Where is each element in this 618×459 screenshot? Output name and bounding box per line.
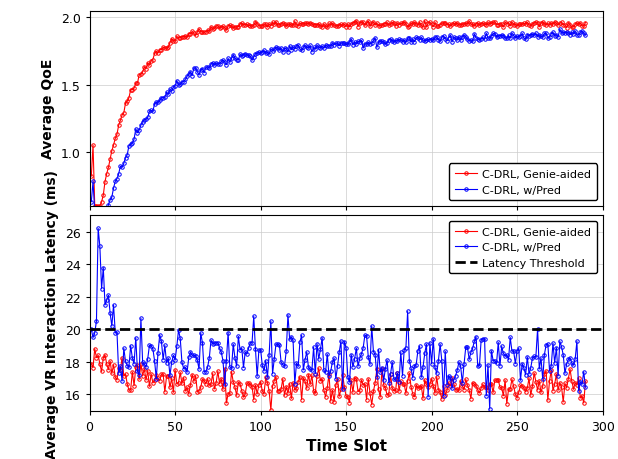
Latency Threshold	[88, 327, 95, 332]
C-DRL, Genie-aided	[91, 346, 98, 352]
C-DRL, Genie-aided	[308, 373, 316, 378]
C-DRL, Genie-aided	[206, 382, 213, 388]
C-DRL, Genie-aided	[389, 386, 396, 392]
C-DRL, Genie-aided	[96, 203, 104, 209]
C-DRL, w/Pred	[95, 226, 102, 232]
Y-axis label: Average VR Interaction Latency (ms): Average VR Interaction Latency (ms)	[45, 169, 59, 458]
Line: C-DRL, Genie-aided: C-DRL, Genie-aided	[90, 347, 587, 412]
C-DRL, w/Pred	[582, 33, 589, 39]
Latency Threshold	[86, 327, 93, 332]
C-DRL, Genie-aided	[582, 379, 589, 384]
C-DRL, w/Pred	[520, 36, 528, 42]
C-DRL, w/Pred	[486, 407, 493, 412]
C-DRL, Genie-aided	[88, 361, 95, 367]
C-DRL, Genie-aided	[91, 203, 98, 209]
C-DRL, w/Pred	[307, 367, 314, 372]
C-DRL, Genie-aided	[566, 23, 574, 28]
C-DRL, w/Pred	[307, 44, 314, 49]
C-DRL, Genie-aided	[267, 407, 274, 413]
C-DRL, w/Pred	[88, 327, 95, 332]
C-DRL, Genie-aided	[582, 21, 589, 26]
Line: C-DRL, w/Pred: C-DRL, w/Pred	[90, 227, 587, 411]
C-DRL, Genie-aided	[566, 367, 574, 372]
C-DRL, w/Pred	[91, 210, 98, 216]
C-DRL, w/Pred	[566, 33, 574, 38]
C-DRL, w/Pred	[206, 66, 213, 71]
C-DRL, w/Pred	[522, 372, 530, 378]
C-DRL, w/Pred	[556, 27, 564, 33]
C-DRL, Genie-aided	[88, 174, 95, 179]
C-DRL, Genie-aided	[206, 29, 213, 35]
C-DRL, Genie-aided	[307, 21, 314, 26]
C-DRL, Genie-aided	[387, 22, 394, 28]
C-DRL, w/Pred	[387, 371, 394, 377]
C-DRL, w/Pred	[206, 355, 213, 361]
C-DRL, Genie-aided	[522, 389, 530, 395]
Legend: C-DRL, Genie-aided, C-DRL, w/Pred: C-DRL, Genie-aided, C-DRL, w/Pred	[449, 164, 597, 201]
C-DRL, w/Pred	[88, 200, 95, 205]
Y-axis label: Average QoE: Average QoE	[41, 59, 55, 159]
C-DRL, Genie-aided	[522, 22, 530, 28]
C-DRL, w/Pred	[582, 385, 589, 390]
X-axis label: Time Slot: Time Slot	[305, 438, 387, 453]
Legend: C-DRL, Genie-aided, C-DRL, w/Pred, Latency Threshold: C-DRL, Genie-aided, C-DRL, w/Pred, Laten…	[449, 222, 597, 274]
C-DRL, w/Pred	[566, 355, 574, 361]
C-DRL, Genie-aided	[96, 361, 104, 367]
C-DRL, w/Pred	[96, 244, 104, 250]
C-DRL, Genie-aided	[421, 19, 428, 24]
C-DRL, w/Pred	[387, 37, 394, 42]
Line: C-DRL, Genie-aided: C-DRL, Genie-aided	[90, 20, 587, 208]
C-DRL, w/Pred	[96, 210, 104, 216]
Line: C-DRL, w/Pred: C-DRL, w/Pred	[90, 28, 587, 215]
